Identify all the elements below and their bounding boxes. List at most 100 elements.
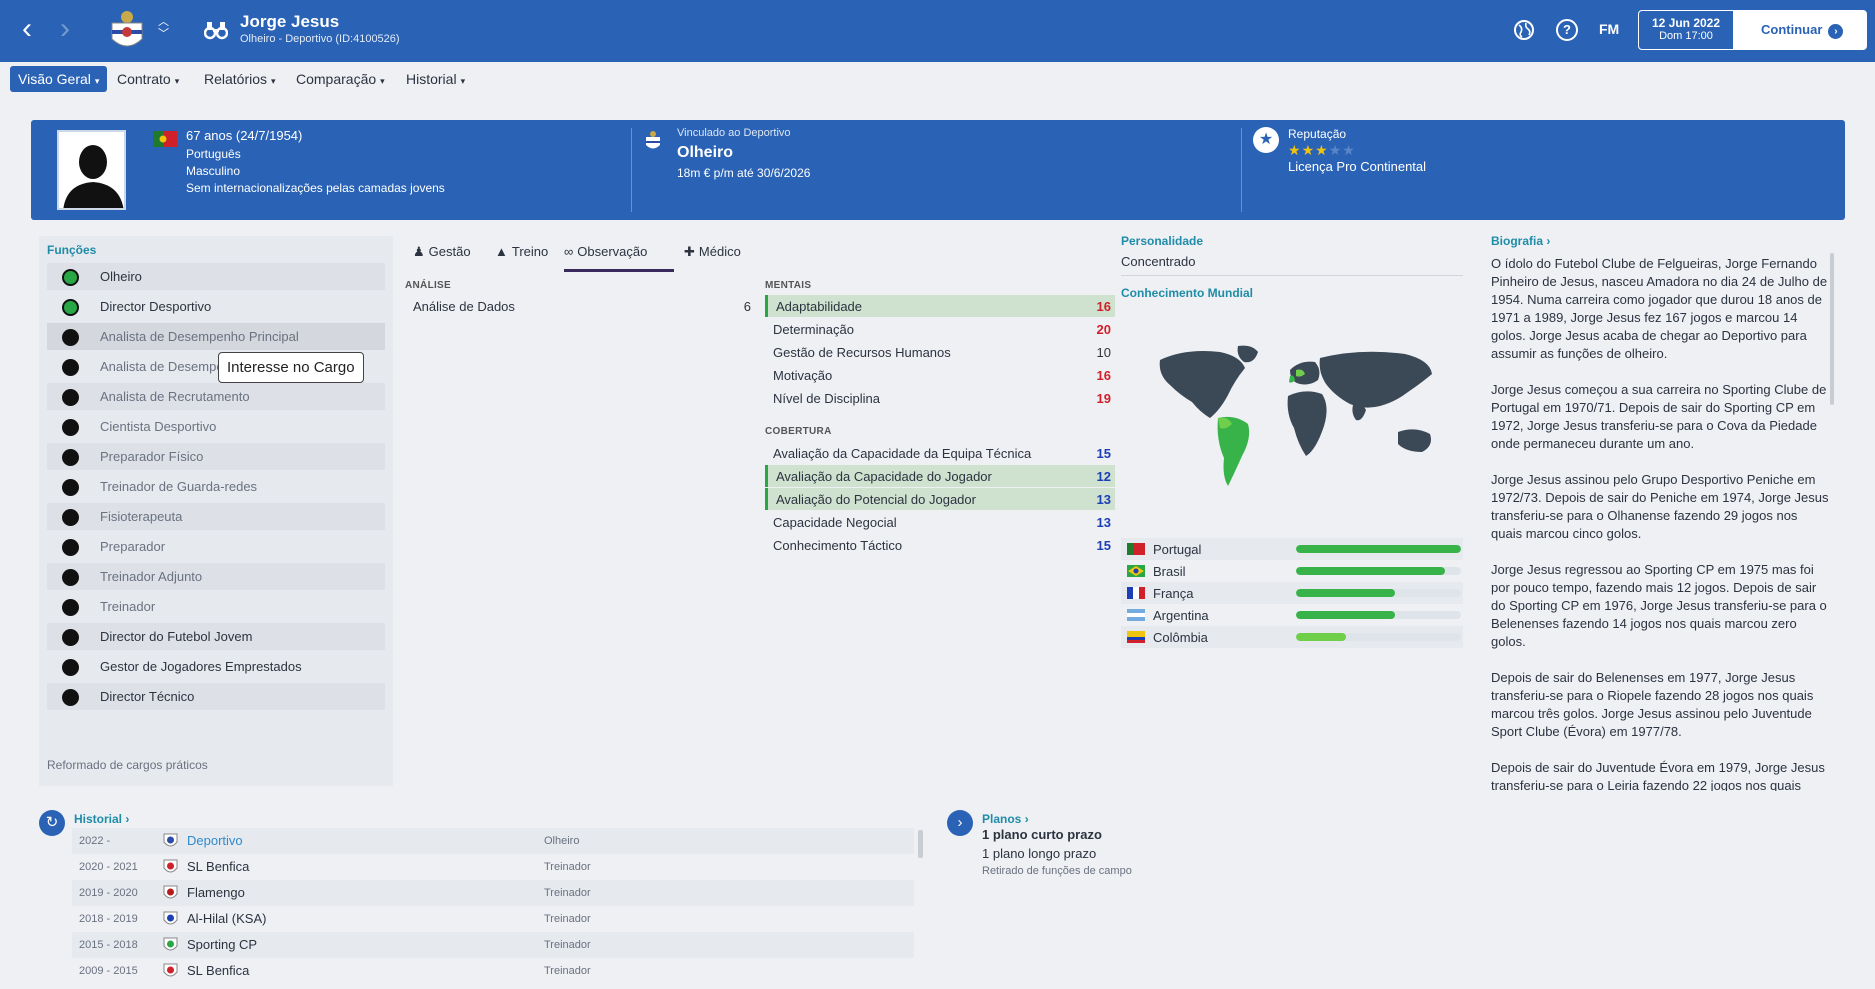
history-icon[interactable]: ↻ bbox=[39, 810, 65, 836]
tab-contract[interactable]: Contrato ▾ bbox=[109, 66, 187, 92]
role-row[interactable]: Preparador bbox=[47, 533, 385, 560]
role-row[interactable]: Olheiro bbox=[47, 263, 385, 290]
attribute-row[interactable]: Gestão de Recursos Humanos 10 bbox=[765, 341, 1115, 363]
tab-training[interactable]: ▲ Treino bbox=[495, 244, 548, 272]
history-years: 2022 - bbox=[79, 835, 111, 847]
country-row[interactable]: Colômbia bbox=[1121, 626, 1463, 648]
role-label: Director do Futebol Jovem bbox=[100, 629, 253, 644]
tab-overview[interactable]: Visão Geral ▾ bbox=[10, 66, 108, 92]
role-label[interactable]: Olheiro bbox=[677, 144, 734, 161]
tab-medical[interactable]: ✚ Médico bbox=[684, 244, 741, 272]
role-status-icon bbox=[62, 389, 79, 406]
plans-title: Planos bbox=[982, 812, 1022, 826]
history-row[interactable]: 2009 - 2015 SL Benfica Treinador bbox=[72, 958, 914, 984]
history-row[interactable]: 2019 - 2020 Flamengo Treinador bbox=[72, 880, 914, 906]
tab-scouting[interactable]: ∞ Observação bbox=[564, 244, 674, 272]
nationality-label: Português bbox=[186, 147, 241, 161]
role-row[interactable]: Fisioterapeuta bbox=[47, 503, 385, 530]
attribute-row[interactable]: Avaliação do Potencial do Jogador 13 bbox=[765, 488, 1115, 510]
help-icon[interactable]: ? bbox=[1556, 19, 1578, 41]
role-label: Analista de Desempenho Principal bbox=[100, 329, 299, 344]
biography-paragraph: Jorge Jesus assinou pelo Grupo Desportiv… bbox=[1491, 472, 1829, 541]
role-row[interactable]: Director Desportivo bbox=[47, 293, 385, 320]
role-row[interactable]: Treinador de Guarda-redes bbox=[47, 473, 385, 500]
history-row[interactable]: 2022 - Deportivo Olheiro bbox=[72, 828, 914, 854]
attribute-row[interactable]: Conhecimento Táctico 15 bbox=[765, 534, 1115, 556]
personality-value: Concentrado bbox=[1121, 254, 1196, 269]
divider bbox=[1241, 128, 1242, 212]
role-row[interactable]: Analista de Desempenho Principal bbox=[47, 323, 385, 350]
history-club[interactable]: Al-Hilal (KSA) bbox=[187, 911, 267, 926]
tab-history[interactable]: Historial ▾ bbox=[398, 66, 473, 92]
role-row[interactable]: Treinador bbox=[47, 593, 385, 620]
attribute-row[interactable]: Nível de Disciplina 19 bbox=[765, 387, 1115, 409]
role-row[interactable]: Director do Futebol Jovem bbox=[47, 623, 385, 650]
contract-label: Vinculado ao Deportivo bbox=[677, 127, 791, 139]
country-row[interactable]: Brasil bbox=[1121, 560, 1463, 582]
attribute-row[interactable]: Análise de Dados 6 bbox=[405, 295, 755, 317]
knowledge-bar bbox=[1296, 545, 1461, 553]
plans-link[interactable]: Planos › bbox=[982, 812, 1029, 826]
continue-button[interactable]: Continuar › bbox=[1733, 10, 1867, 50]
knowledge-bar bbox=[1296, 567, 1461, 575]
staff-photo[interactable] bbox=[57, 130, 126, 210]
tab-management[interactable]: ♟ Gestão bbox=[413, 244, 471, 272]
scrollbar[interactable] bbox=[1830, 253, 1834, 405]
role-row[interactable]: Preparador Físico bbox=[47, 443, 385, 470]
role-label: Analista de Recrutamento bbox=[100, 389, 250, 404]
back-arrow-icon[interactable]: ‹ bbox=[22, 12, 32, 45]
attribute-row[interactable]: Avaliação da Capacidade do Jogador 12 bbox=[765, 465, 1115, 487]
history-row[interactable]: 2015 - 2018 Sporting CP Treinador bbox=[72, 932, 914, 958]
crest-switch-icon[interactable]: ︿ ﹀ bbox=[158, 16, 169, 40]
day-time-label: Dom 17:00 bbox=[1659, 30, 1713, 42]
role-row[interactable]: Director Técnico bbox=[47, 683, 385, 710]
fm-logo[interactable]: FM bbox=[1599, 21, 1620, 37]
role-row[interactable]: Treinador Adjunto bbox=[47, 563, 385, 590]
plans-arrow-icon[interactable]: › bbox=[947, 810, 973, 836]
role-row[interactable]: Gestor de Jogadores Emprestados bbox=[47, 653, 385, 680]
silhouette-icon bbox=[63, 145, 124, 208]
attribute-label: Avaliação da Capacidade da Equipa Técnic… bbox=[773, 446, 1032, 461]
tab-label: Visão Geral bbox=[18, 71, 91, 87]
tab-label: Comparação bbox=[296, 71, 377, 87]
world-map[interactable] bbox=[1140, 340, 1460, 500]
role-row[interactable]: Cientista Desportivo bbox=[47, 413, 385, 440]
role-row[interactable]: Analista de Desempe bbox=[47, 353, 385, 380]
history-row[interactable]: 2018 - 2019 Al-Hilal (KSA) Treinador bbox=[72, 906, 914, 932]
club-crest-icon[interactable] bbox=[106, 9, 148, 53]
history-row[interactable]: 2020 - 2021 SL Benfica Treinador bbox=[72, 854, 914, 880]
attribute-row[interactable]: Capacidade Negocial 13 bbox=[765, 511, 1115, 533]
map-land bbox=[1159, 345, 1432, 456]
tab-label: Observação bbox=[577, 244, 648, 259]
age-label: 67 anos (24/7/1954) bbox=[186, 128, 303, 143]
staff-subtitle: Olheiro - Deportivo (ID:4100526) bbox=[240, 33, 400, 45]
country-row[interactable]: Argentina bbox=[1121, 604, 1463, 626]
country-row[interactable]: França bbox=[1121, 582, 1463, 604]
biography-link[interactable]: Biografia › bbox=[1491, 234, 1550, 248]
attribute-row[interactable]: Motivação 16 bbox=[765, 364, 1115, 386]
star-icon: ★ bbox=[1288, 142, 1302, 158]
tab-reports[interactable]: Relatórios ▾ bbox=[196, 66, 284, 92]
scrollbar[interactable] bbox=[918, 830, 923, 858]
attribute-value: 16 bbox=[1096, 368, 1111, 383]
history-club[interactable]: Sporting CP bbox=[187, 937, 258, 952]
history-club[interactable]: Deportivo bbox=[187, 833, 243, 848]
history-link[interactable]: Historial › bbox=[74, 812, 129, 826]
globe-icon[interactable] bbox=[1513, 19, 1535, 41]
role-status-icon bbox=[62, 509, 79, 526]
map-colombia bbox=[1218, 417, 1232, 429]
role-status-icon bbox=[62, 479, 79, 496]
history-club[interactable]: SL Benfica bbox=[187, 859, 250, 874]
role-status-icon bbox=[62, 659, 79, 676]
attribute-row[interactable]: Determinação 20 bbox=[765, 318, 1115, 340]
country-row[interactable]: Portugal bbox=[1121, 538, 1463, 560]
tab-comparison[interactable]: Comparação ▾ bbox=[288, 66, 393, 92]
history-club[interactable]: SL Benfica bbox=[187, 963, 250, 978]
role-label: Director Desportivo bbox=[100, 299, 212, 314]
forward-arrow-icon[interactable]: › bbox=[60, 12, 70, 45]
attribute-row[interactable]: Avaliação da Capacidade da Equipa Técnic… bbox=[765, 442, 1115, 464]
history-club[interactable]: Flamengo bbox=[187, 885, 245, 900]
history-role: Treinador bbox=[544, 887, 591, 899]
role-row[interactable]: Analista de Recrutamento bbox=[47, 383, 385, 410]
attribute-row[interactable]: Adaptabilidade 16 bbox=[765, 295, 1115, 317]
